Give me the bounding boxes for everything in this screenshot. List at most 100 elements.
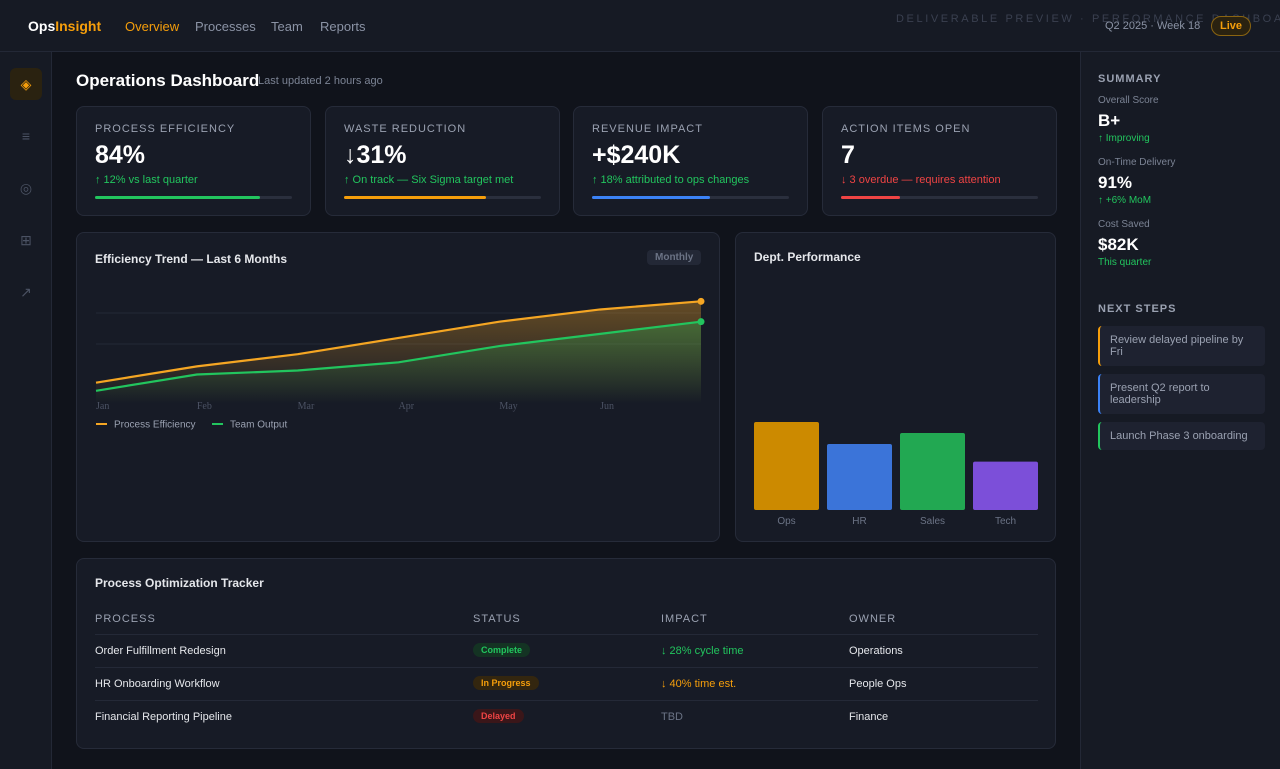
end-dot bbox=[697, 297, 705, 305]
logo-part: Ops bbox=[28, 18, 56, 34]
status-badge: Complete bbox=[473, 643, 531, 657]
progress-track bbox=[592, 196, 789, 199]
legend-label: Process Efficiency bbox=[114, 420, 196, 431]
row-divider bbox=[95, 634, 1038, 635]
sidebar-icon[interactable]: ↗ bbox=[20, 284, 32, 300]
kpi-delta: ↑ On track — Six Sigma target met bbox=[344, 174, 514, 186]
cell: Finance bbox=[849, 711, 889, 723]
summary-label: Overall Score bbox=[1098, 95, 1159, 106]
summary-value: $82K bbox=[1098, 235, 1139, 254]
kpi-delta: ↓ 3 overdue — requires attention bbox=[841, 174, 1001, 186]
kpi-label: ACTION ITEMS OPEN bbox=[841, 123, 971, 135]
dept-chart: Ops HR Sales Tech bbox=[754, 422, 1038, 527]
sidebar: ◈ ≡ ◎ ⊞ ↗ bbox=[0, 52, 52, 769]
bar bbox=[973, 461, 1038, 510]
summary-label: On-Time Delivery bbox=[1098, 157, 1176, 168]
next-step[interactable]: Review delayed pipeline by Fri bbox=[1098, 326, 1265, 366]
period-badge[interactable]: Monthly bbox=[647, 250, 702, 265]
bar bbox=[754, 422, 819, 510]
column-header: PROCESS bbox=[95, 613, 156, 625]
kpi-card: PROCESS EFFICIENCY 84% ↑ 12% vs last quart… bbox=[76, 106, 311, 216]
summary-note: This quarter bbox=[1098, 257, 1152, 268]
x-tick-label: Tech bbox=[995, 516, 1016, 527]
column-header: IMPACT bbox=[661, 613, 708, 625]
kpi-card: WASTE REDUCTION ↓31% ↑ On track — Six Sigm… bbox=[325, 106, 560, 216]
nav-link[interactable]: Processes bbox=[195, 19, 256, 34]
cell: Financial Reporting Pipeline bbox=[95, 711, 232, 723]
x-tick-label: Jan bbox=[96, 401, 109, 412]
cell: TBD bbox=[661, 711, 683, 723]
next-step[interactable]: Present Q2 report to leadership bbox=[1098, 374, 1265, 414]
line bbox=[95, 320, 702, 392]
watermark: DELIVERABLE PREVIEW · PERFORMANCE DASHBO… bbox=[896, 13, 1280, 25]
kpi-value: 84% bbox=[95, 141, 146, 169]
progress-fill bbox=[344, 196, 486, 199]
progress-fill bbox=[592, 196, 711, 199]
kpi-card: REVENUE IMPACT +$240K ↑ 18% attributed to … bbox=[573, 106, 808, 216]
cell: Order Fulfillment Redesign bbox=[95, 645, 226, 657]
sidebar-icon[interactable]: ⊞ bbox=[20, 232, 32, 248]
trend-chart: Process Efficiency Team Output Jan Feb Mar Ap… bbox=[95, 297, 705, 431]
cell: ↓ 40% time est. bbox=[661, 678, 737, 690]
progress-fill bbox=[841, 196, 901, 199]
end-dot bbox=[697, 318, 705, 326]
live-badge: Live bbox=[1211, 16, 1251, 36]
sidebar-icon[interactable]: ≡ bbox=[21, 128, 31, 144]
kpi-card: ACTION ITEMS OPEN 7 ↓ 3 overdue — requires… bbox=[822, 106, 1057, 216]
x-tick-label: Sales bbox=[920, 516, 945, 527]
x-tick-label: Feb bbox=[197, 401, 212, 412]
cell: HR Onboarding Workflow bbox=[95, 678, 220, 690]
sidebar-icon[interactable]: ◈ bbox=[10, 68, 42, 100]
kpi-label: REVENUE IMPACT bbox=[592, 123, 703, 135]
kpi-value: 7 bbox=[841, 141, 855, 169]
kpi-value: ↓31% bbox=[344, 141, 407, 169]
tracker-card: Process Optimization Tracker PROCESS STAT… bbox=[76, 558, 1056, 749]
summary-note: ↑ +6% MoM bbox=[1098, 195, 1152, 206]
last-updated: Last updated 2 hours ago bbox=[258, 75, 383, 87]
x-tick-label: Apr bbox=[399, 401, 415, 412]
nav-link[interactable]: Reports bbox=[320, 19, 366, 34]
x-tick-label: May bbox=[499, 401, 517, 412]
period: Q2 2025 · Week 18 bbox=[1105, 20, 1201, 32]
cell: Operations bbox=[849, 645, 903, 657]
summary-value: B+ bbox=[1098, 111, 1121, 130]
x-tick-label: Mar bbox=[298, 401, 315, 412]
row-divider bbox=[95, 667, 1038, 668]
logo-part: Insight bbox=[55, 18, 102, 34]
nav-link[interactable]: Overview bbox=[125, 19, 180, 34]
column-header: STATUS bbox=[473, 613, 521, 625]
next-step[interactable]: Launch Phase 3 onboarding bbox=[1098, 422, 1265, 450]
x-tick-label: HR bbox=[852, 516, 866, 527]
bar bbox=[827, 444, 892, 510]
trend-card: Efficiency Trend — Last 6 Months Monthly… bbox=[76, 232, 720, 542]
kpi-label: PROCESS EFFICIENCY bbox=[95, 123, 236, 135]
section-title: SUMMARY bbox=[1098, 73, 1162, 85]
top-nav: OpsInsight DELIVERABLE PREVIEW · PERFORM… bbox=[0, 0, 1280, 52]
line bbox=[95, 300, 702, 384]
page-title: Operations Dashboard bbox=[76, 71, 260, 90]
progress-track bbox=[95, 196, 292, 199]
x-tick-label: Jun bbox=[600, 401, 614, 412]
status-badge: In Progress bbox=[473, 676, 539, 690]
right-panel: SUMMARY NEXT STEPS Overall Score B+ ↑ Impr… bbox=[1080, 52, 1280, 769]
cell: People Ops bbox=[849, 678, 907, 690]
logo[interactable]: OpsInsight bbox=[28, 18, 101, 34]
table-title: Process Optimization Tracker bbox=[95, 576, 264, 590]
kpi-label: WASTE REDUCTION bbox=[344, 123, 467, 135]
cell: ↓ 28% cycle time bbox=[661, 645, 744, 657]
dept-card: Dept. Performance Ops HR Sales Tech bbox=[735, 232, 1056, 542]
x-tick-label: Ops bbox=[777, 516, 795, 527]
column-header: OWNER bbox=[849, 613, 897, 625]
summary-value: 91% bbox=[1098, 173, 1133, 192]
legend-label: Team Output bbox=[230, 420, 287, 431]
nav-link[interactable]: Team bbox=[271, 19, 303, 34]
kpi-delta: ↑ 12% vs last quarter bbox=[95, 174, 198, 186]
chart-title: Dept. Performance bbox=[754, 250, 861, 264]
bar bbox=[900, 433, 965, 510]
sidebar-icon[interactable]: ◎ bbox=[19, 180, 33, 196]
kpi-value: +$240K bbox=[592, 141, 681, 169]
chart-title: Efficiency Trend — Last 6 Months bbox=[95, 252, 288, 266]
progress-fill bbox=[95, 196, 261, 199]
summary-note: ↑ Improving bbox=[1098, 133, 1150, 144]
